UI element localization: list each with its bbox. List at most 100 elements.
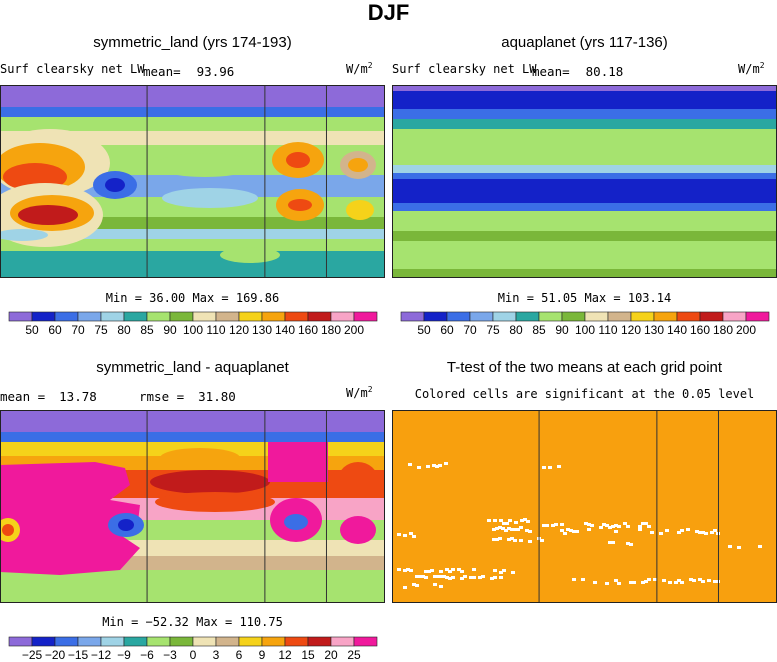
insignificant-cell xyxy=(528,530,532,533)
colorbar-tick-label: 110 xyxy=(206,323,226,337)
insignificant-cell xyxy=(680,529,684,532)
contour-region xyxy=(150,470,270,494)
colorbar-tick-label: −6 xyxy=(140,648,154,662)
insignificant-cell xyxy=(626,525,630,528)
insignificant-cell xyxy=(713,580,717,583)
insignificant-cell xyxy=(572,530,576,533)
colorbar-swatch xyxy=(561,311,586,322)
insignificant-cell xyxy=(427,570,431,573)
colorbar-swatch xyxy=(469,311,494,322)
colorbar-tick-label: 9 xyxy=(258,648,266,662)
insignificant-cell xyxy=(504,529,508,532)
insignificant-cell xyxy=(469,576,473,579)
insignificant-cell xyxy=(510,537,514,540)
colorbar-swatch xyxy=(215,311,240,322)
insignificant-cell xyxy=(433,575,437,578)
insignificant-cell xyxy=(505,522,509,525)
colorbar-swatch xyxy=(745,311,770,322)
insignificant-cell xyxy=(647,525,651,528)
panel3-mean-value: 13.78 xyxy=(59,389,97,404)
contour-band xyxy=(0,251,385,278)
panel4-subtitle: Colored cells are significant at the 0.0… xyxy=(414,387,755,401)
colorbar-tick-label: 50 xyxy=(417,323,431,337)
insignificant-cell xyxy=(614,524,618,527)
insignificant-cell xyxy=(492,528,496,531)
map-frame xyxy=(0,85,385,278)
colorbar-tick-label: 85 xyxy=(532,323,546,337)
panel4-map xyxy=(392,410,777,603)
contour-band xyxy=(0,570,385,603)
insignificant-cell xyxy=(498,526,502,529)
contour-band xyxy=(392,211,777,231)
figure-title: DJF xyxy=(367,0,410,25)
insignificant-cell xyxy=(451,568,455,571)
insignificant-cell xyxy=(519,539,523,542)
contour-region xyxy=(0,229,48,241)
colorbar-tick-label: −15 xyxy=(67,648,89,662)
colorbar-tick-label: 75 xyxy=(94,323,108,337)
insignificant-cell xyxy=(647,578,651,581)
insignificant-cell xyxy=(605,524,609,527)
insignificant-cell xyxy=(424,576,428,579)
panel2-mean-value: 80.18 xyxy=(585,64,624,79)
colorbar-swatch xyxy=(238,311,263,322)
colorbar-swatch xyxy=(146,311,171,322)
colorbar-tick-label: −12 xyxy=(90,648,112,662)
colorbar-swatch xyxy=(54,636,79,647)
colorbar-tick-label: −25 xyxy=(21,648,43,662)
colorbar-swatch xyxy=(538,311,563,322)
contour-band xyxy=(392,173,777,179)
colorbar-swatch xyxy=(146,636,171,647)
colorbar-tick-label: 120 xyxy=(620,323,642,337)
insignificant-cell xyxy=(611,525,615,528)
insignificant-cell xyxy=(566,528,570,531)
insignificant-cell xyxy=(605,582,609,585)
insignificant-cell xyxy=(680,581,684,584)
insignificant-cell xyxy=(445,576,449,579)
insignificant-cell xyxy=(502,569,506,572)
insignificant-cell xyxy=(692,579,696,582)
colorbar-swatch xyxy=(607,311,632,322)
insignificant-cell xyxy=(641,522,645,525)
colorbar-swatch xyxy=(446,311,471,322)
insignificant-cell xyxy=(397,533,401,536)
colorbar-swatch xyxy=(353,311,378,322)
insignificant-cell xyxy=(507,527,511,530)
insignificant-cell xyxy=(707,579,711,582)
insignificant-cell xyxy=(626,542,630,545)
colorbar-swatch xyxy=(353,636,378,647)
insignificant-cell xyxy=(689,578,693,581)
insignificant-cell xyxy=(614,579,618,582)
insignificant-cell xyxy=(442,575,446,578)
insignificant-cell xyxy=(463,575,467,578)
colorbar-swatch xyxy=(8,636,33,647)
insignificant-cell xyxy=(653,578,657,581)
insignificant-cell xyxy=(406,568,410,571)
contour-region xyxy=(288,199,312,211)
colorbar-tick-label: 140 xyxy=(274,323,296,337)
colorbar-swatch xyxy=(77,311,102,322)
contour-region xyxy=(160,448,240,468)
insignificant-cell xyxy=(498,537,502,540)
contour-band xyxy=(392,241,777,269)
panel3-map xyxy=(0,410,385,603)
insignificant-cell xyxy=(403,569,407,572)
colorbar-tick-label: 200 xyxy=(343,323,365,337)
insignificant-cell xyxy=(713,529,717,532)
insignificant-cell xyxy=(433,583,437,586)
colorbar-swatch xyxy=(77,636,102,647)
panel2-units: W/m2 xyxy=(738,61,765,77)
colorbar-swatch xyxy=(699,311,724,322)
insignificant-cell xyxy=(545,524,549,527)
colorbar-tick-label: 80 xyxy=(117,323,131,337)
insignificant-cell xyxy=(408,463,412,466)
colorbar-tick-label: 90 xyxy=(555,323,569,337)
insignificant-cell xyxy=(593,581,597,584)
colorbar-swatch xyxy=(192,311,217,322)
insignificant-cell xyxy=(587,528,591,531)
colorbar-tick-label: 120 xyxy=(228,323,250,337)
contour-region xyxy=(0,462,140,575)
insignificant-cell xyxy=(572,578,576,581)
contour-band xyxy=(392,165,777,173)
colorbar-tick-label: 0 xyxy=(189,648,197,662)
